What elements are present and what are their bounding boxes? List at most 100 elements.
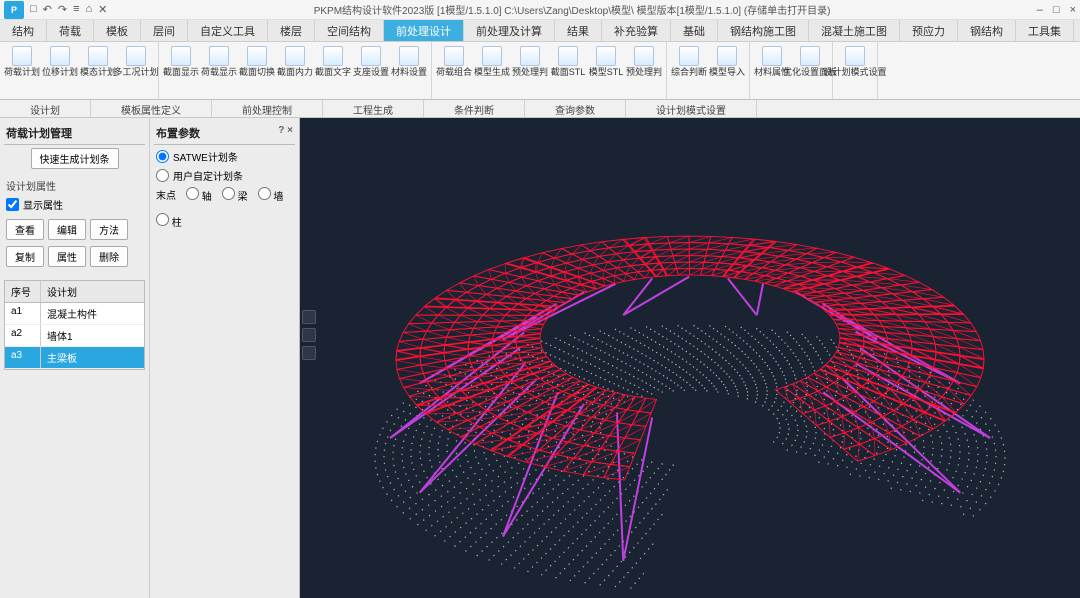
minimize-button[interactable]: – xyxy=(1037,4,1043,16)
ribbon-button[interactable]: 支座设置 xyxy=(353,44,389,97)
ribbon-button[interactable]: 模型导入 xyxy=(709,44,745,97)
checkbox-input[interactable] xyxy=(6,198,19,211)
vp-tool-icon[interactable] xyxy=(302,328,316,342)
ribbon-label: 材料设置 xyxy=(391,68,427,78)
ribbon-label: 设计划模式设置 xyxy=(824,68,887,78)
ribbon-group-label: 设计划 xyxy=(0,100,91,117)
ribbon-button[interactable]: 截面显示 xyxy=(163,44,199,97)
ribbon-icon xyxy=(171,46,191,66)
menu-tab[interactable]: 工具集 xyxy=(1016,20,1074,41)
model-viewport[interactable] xyxy=(300,118,1080,598)
ribbon-button[interactable]: 荷载显示 xyxy=(201,44,237,97)
copy-button[interactable]: 复制 xyxy=(6,246,44,267)
radio-label: SATWE计划条 xyxy=(173,149,238,164)
ribbon-button[interactable]: 材料设置 xyxy=(391,44,427,97)
radio-input[interactable] xyxy=(156,150,169,163)
view-button[interactable]: 查看 xyxy=(6,219,44,240)
ribbon-icon xyxy=(50,46,70,66)
ribbon-button[interactable]: 模型生成 xyxy=(474,44,510,97)
props-button[interactable]: 属性 xyxy=(48,246,86,267)
ribbon-button[interactable]: 多工况计划 xyxy=(118,44,154,97)
ribbon-label: 多工况计划 xyxy=(114,68,159,78)
quick-generate-button[interactable]: 快速生成计划条 xyxy=(31,148,119,169)
menu-tab[interactable]: 钢结构 xyxy=(958,20,1016,41)
delete-button[interactable]: 删除 xyxy=(90,246,128,267)
radio-user[interactable]: 用户自定计划条 xyxy=(156,168,293,183)
table-row[interactable]: a3主梁板 xyxy=(5,347,144,369)
menu-tab[interactable]: 荷载 xyxy=(47,20,94,41)
close-button[interactable]: × xyxy=(1070,4,1076,16)
ribbon-icon xyxy=(845,46,865,66)
ribbon-button[interactable]: 位移计划 xyxy=(42,44,78,97)
qat-btn[interactable]: ⌂ xyxy=(86,3,93,16)
qat-btn[interactable]: □ xyxy=(30,3,37,16)
ribbon-group-label: 前处理控制 xyxy=(212,100,323,117)
panel-title: 布置参数 ? × xyxy=(154,122,295,145)
menu-tab[interactable]: 模板 xyxy=(94,20,141,41)
ribbon-label: 模型导入 xyxy=(709,68,745,78)
model-svg xyxy=(300,118,1080,598)
menu-tab[interactable]: 预应力 xyxy=(900,20,958,41)
menu-tab[interactable]: 结果 xyxy=(555,20,602,41)
qat-btn[interactable]: ≡ xyxy=(73,3,79,16)
menu-tab[interactable]: 前处理及计算 xyxy=(464,20,555,41)
ribbon-button[interactable]: 预处理判 xyxy=(512,44,548,97)
ribbon-icon xyxy=(323,46,343,66)
menu-tab[interactable]: 基础 xyxy=(671,20,718,41)
window-controls: – □ × xyxy=(1037,4,1076,16)
pick-opt[interactable]: 梁 xyxy=(222,187,248,203)
panel-title-text: 布置参数 xyxy=(156,125,200,141)
pick-opt[interactable]: 柱 xyxy=(156,213,182,229)
ribbon-group-label: 工程生成 xyxy=(323,100,424,117)
ribbon-icon xyxy=(12,46,32,66)
menu-tab[interactable]: 补充验算 xyxy=(602,20,671,41)
ribbon-button[interactable]: 设计划模式设置 xyxy=(837,44,873,97)
ribbon-button[interactable]: 综合判断 xyxy=(671,44,707,97)
ribbon-button[interactable]: 截面文字 xyxy=(315,44,351,97)
ribbon-button[interactable]: 截面切换 xyxy=(239,44,275,97)
ribbon-button[interactable]: 模型STL xyxy=(588,44,624,97)
title-bar: P □ ↶ ↷ ≡ ⌂ ✕ PKPM结构设计软件2023版 [1模型/1.5.1… xyxy=(0,0,1080,20)
maximize-button[interactable]: □ xyxy=(1053,4,1060,16)
ribbon-label: 模态计划 xyxy=(80,68,116,78)
ribbon-icon xyxy=(800,46,820,66)
ribbon-button[interactable]: 截面STL xyxy=(550,44,586,97)
menu-tab[interactable]: 钢结构施工图 xyxy=(718,20,809,41)
pick-opt[interactable]: 墙 xyxy=(258,187,284,203)
menu-tab[interactable]: 楼层 xyxy=(268,20,315,41)
table-header: 序号 设计划 xyxy=(5,281,144,303)
qat-btn[interactable]: ✕ xyxy=(98,3,107,16)
ribbon-button[interactable]: 荷载计划 xyxy=(4,44,40,97)
menu-tab[interactable]: 前处理设计 xyxy=(384,20,464,41)
button-row: 复制 属性 删除 xyxy=(4,243,145,270)
ribbon-icon xyxy=(126,46,146,66)
radio-satwe[interactable]: SATWE计划条 xyxy=(156,149,293,164)
edit-button[interactable]: 编辑 xyxy=(48,219,86,240)
method-button[interactable]: 方法 xyxy=(90,219,128,240)
vp-tool-icon[interactable] xyxy=(302,346,316,360)
table-row[interactable]: a2墙体1 xyxy=(5,325,144,347)
radio-input[interactable] xyxy=(156,169,169,182)
table-row[interactable]: a1混凝土构件 xyxy=(5,303,144,325)
ribbon-button[interactable]: 预处理判 xyxy=(626,44,662,97)
menu-tab[interactable]: 自定义工具 xyxy=(188,20,268,41)
panel-close-icon[interactable]: ? × xyxy=(278,125,293,141)
ribbon-icon xyxy=(762,46,782,66)
ribbon-label: 综合判断 xyxy=(671,68,707,78)
pick-opt[interactable]: 轴 xyxy=(186,187,212,203)
menu-tab[interactable]: 混凝土施工图 xyxy=(809,20,900,41)
menu-tab[interactable]: 空间结构 xyxy=(315,20,384,41)
show-properties-checkbox[interactable]: 显示属性 xyxy=(6,197,143,212)
menu-tab[interactable]: 结构 xyxy=(0,20,47,41)
qat-btn[interactable]: ↶ xyxy=(43,3,52,16)
ribbon-button[interactable]: 截面内力 xyxy=(277,44,313,97)
ribbon-label: 截面内力 xyxy=(277,68,313,78)
menu-tab[interactable]: 层间 xyxy=(141,20,188,41)
ribbon-button[interactable]: 模态计划 xyxy=(80,44,116,97)
window-title: PKPM结构设计软件2023版 [1模型/1.5.1.0] C:\Users\Z… xyxy=(107,2,1036,17)
ribbon-label: 模型生成 xyxy=(474,68,510,78)
vp-tool-icon[interactable] xyxy=(302,310,316,324)
qat-btn[interactable]: ↷ xyxy=(58,3,67,16)
ribbon-group: 设计划模式设置 xyxy=(833,42,878,99)
ribbon-button[interactable]: 荷载组合 xyxy=(436,44,472,97)
